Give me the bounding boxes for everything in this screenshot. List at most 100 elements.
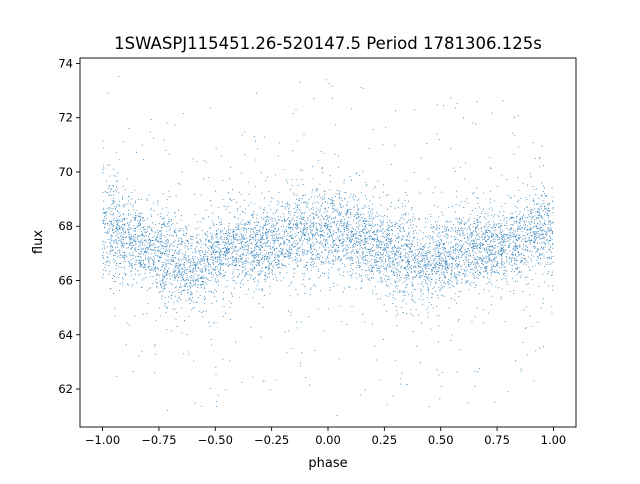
data-point <box>480 273 482 275</box>
data-point <box>170 330 172 332</box>
data-point <box>315 190 317 192</box>
data-point <box>514 254 517 256</box>
data-point <box>346 248 348 250</box>
data-point <box>525 245 527 247</box>
data-point <box>444 256 446 258</box>
data-point <box>248 250 250 252</box>
data-point <box>410 242 412 244</box>
data-point <box>538 233 541 235</box>
data-point <box>443 274 445 276</box>
data-point <box>377 265 380 267</box>
data-point <box>412 285 414 288</box>
data-point <box>155 281 157 283</box>
data-point <box>398 198 400 200</box>
data-point <box>231 293 233 295</box>
data-point <box>522 341 524 344</box>
data-point <box>442 273 444 276</box>
data-point <box>148 194 150 196</box>
data-point <box>335 249 337 251</box>
data-point <box>326 256 328 258</box>
data-point <box>501 235 503 237</box>
data-point <box>529 250 531 252</box>
data-point <box>137 248 139 250</box>
data-point <box>385 295 387 297</box>
data-point <box>458 291 460 293</box>
data-point <box>349 240 352 242</box>
data-point <box>130 271 132 273</box>
data-point <box>201 259 203 261</box>
data-point <box>407 257 409 259</box>
data-point <box>488 259 490 261</box>
data-point <box>290 234 292 236</box>
data-point <box>244 208 246 210</box>
data-point <box>114 208 116 210</box>
data-point <box>544 230 546 232</box>
data-point <box>424 267 426 269</box>
data-point <box>311 191 313 193</box>
data-point <box>240 261 242 263</box>
data-point <box>327 253 329 255</box>
data-point <box>260 217 263 219</box>
data-point <box>450 241 452 243</box>
data-point <box>415 267 417 269</box>
data-point <box>502 215 504 217</box>
data-point <box>173 257 175 259</box>
data-point <box>536 232 538 235</box>
data-point <box>147 249 149 251</box>
data-point <box>128 214 130 217</box>
data-point <box>380 225 383 227</box>
data-point <box>191 300 193 302</box>
data-point <box>471 232 473 234</box>
data-point <box>367 211 369 213</box>
data-point <box>373 277 375 279</box>
data-point <box>123 223 125 226</box>
data-point <box>522 243 524 245</box>
data-point <box>347 221 349 223</box>
data-point <box>253 249 255 251</box>
data-point <box>110 247 112 249</box>
data-point <box>502 230 504 232</box>
data-point <box>215 272 217 274</box>
data-point <box>380 221 382 223</box>
data-point <box>386 244 388 246</box>
data-point <box>216 230 218 232</box>
data-point <box>525 232 527 234</box>
data-point <box>542 346 545 348</box>
data-point <box>227 285 229 287</box>
data-point <box>145 235 147 237</box>
data-point <box>176 326 178 328</box>
data-point <box>212 322 215 324</box>
data-point <box>302 240 304 242</box>
data-point <box>463 253 465 255</box>
data-point <box>137 255 139 257</box>
data-point <box>538 208 540 210</box>
data-point <box>492 221 494 223</box>
data-point <box>139 216 141 218</box>
data-point <box>255 238 257 240</box>
data-point <box>421 268 423 270</box>
data-point <box>313 217 315 219</box>
data-point <box>251 255 253 257</box>
data-point <box>422 281 424 283</box>
data-point <box>409 221 411 223</box>
data-point <box>456 265 458 267</box>
data-point <box>283 216 285 218</box>
data-point <box>488 255 490 257</box>
data-point <box>237 228 239 230</box>
data-point <box>432 267 434 269</box>
data-point <box>346 222 348 224</box>
data-point <box>178 258 180 260</box>
data-point <box>446 233 448 236</box>
data-point <box>461 229 463 231</box>
data-point <box>530 213 532 215</box>
data-point <box>537 207 539 209</box>
data-point <box>185 256 187 258</box>
data-point <box>339 305 341 307</box>
data-point <box>210 271 212 273</box>
data-point <box>480 266 482 268</box>
data-point <box>377 251 379 253</box>
data-point <box>387 242 389 244</box>
data-point <box>287 218 289 220</box>
data-point <box>150 228 152 230</box>
data-point <box>296 250 298 252</box>
